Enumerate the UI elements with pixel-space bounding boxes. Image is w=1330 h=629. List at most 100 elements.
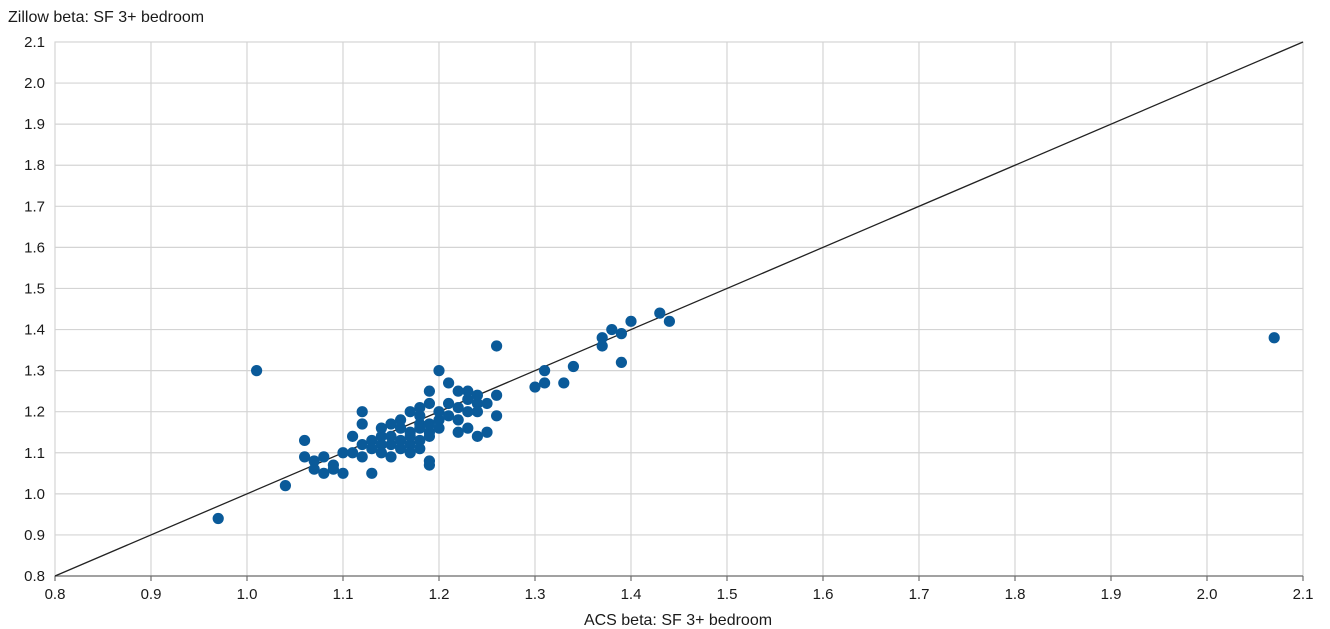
data-point bbox=[491, 389, 503, 401]
data-point bbox=[347, 430, 359, 442]
data-point bbox=[452, 414, 464, 426]
y-axis-title: Zillow beta: SF 3+ bedroom bbox=[8, 9, 204, 26]
data-point bbox=[491, 410, 503, 422]
data-point bbox=[404, 447, 416, 459]
data-point bbox=[318, 451, 330, 463]
data-point bbox=[462, 422, 474, 434]
data-point bbox=[452, 426, 464, 438]
data-point bbox=[558, 377, 570, 389]
data-point bbox=[471, 430, 483, 442]
data-point bbox=[356, 418, 368, 430]
x-tick-label: 1.3 bbox=[525, 586, 546, 603]
data-point bbox=[423, 385, 435, 397]
data-point bbox=[395, 414, 407, 426]
data-point bbox=[347, 447, 359, 459]
x-tick-label: 1.7 bbox=[909, 586, 930, 603]
x-tick-label: 2.0 bbox=[1197, 586, 1218, 603]
data-point bbox=[375, 447, 387, 459]
data-point bbox=[356, 438, 368, 451]
data-point bbox=[414, 410, 426, 422]
y-tick-label: 1.0 bbox=[24, 486, 45, 503]
axes bbox=[54, 575, 1304, 581]
data-point bbox=[443, 377, 455, 389]
data-point bbox=[414, 443, 426, 455]
data-point bbox=[596, 340, 608, 352]
data-point bbox=[433, 422, 445, 434]
x-axis-title: ACS beta: SF 3+ bedroom bbox=[584, 612, 772, 629]
data-point bbox=[462, 393, 474, 405]
data-point bbox=[481, 426, 493, 438]
y-tick-label: 1.6 bbox=[24, 239, 45, 256]
y-tick-label: 2.0 bbox=[24, 75, 45, 92]
data-point bbox=[596, 332, 608, 344]
x-tick-label: 1.8 bbox=[1005, 586, 1026, 603]
data-point bbox=[433, 406, 445, 418]
data-point bbox=[443, 410, 455, 422]
reference-line-group bbox=[54, 41, 1304, 577]
y-tick-label: 1.3 bbox=[24, 363, 45, 380]
data-point bbox=[481, 397, 493, 410]
data-point bbox=[356, 451, 368, 463]
data-point bbox=[308, 455, 320, 467]
data-point bbox=[404, 430, 416, 442]
data-point bbox=[385, 418, 397, 430]
data-point bbox=[625, 315, 637, 327]
data-point bbox=[395, 434, 407, 447]
data-point bbox=[385, 430, 397, 442]
data-point bbox=[471, 406, 483, 418]
data-point bbox=[539, 365, 551, 377]
y-tick-label: 0.9 bbox=[24, 527, 45, 544]
data-point bbox=[337, 467, 349, 479]
data-point bbox=[443, 397, 455, 410]
data-point bbox=[385, 438, 397, 451]
data-point bbox=[414, 434, 426, 447]
data-point bbox=[471, 389, 483, 401]
y-tick-label: 1.4 bbox=[24, 322, 45, 339]
data-point bbox=[356, 406, 368, 418]
data-point bbox=[452, 401, 464, 414]
data-point bbox=[395, 443, 407, 455]
x-tick-labels: 0.8 0.9 1.0 1.1 1.2 1.3 1.4 1.5 1.6 1.7 1.8 1.9 2.0 2… bbox=[45, 586, 1314, 603]
x-tick-label: 1.1 bbox=[333, 586, 354, 603]
x-tick-label: 1.0 bbox=[237, 586, 258, 603]
data-point bbox=[385, 451, 397, 463]
data-point bbox=[606, 323, 618, 336]
x-tick-label: 2.1 bbox=[1293, 586, 1314, 603]
data-point bbox=[299, 451, 311, 463]
y-tick-label: 1.8 bbox=[24, 157, 45, 174]
data-points bbox=[212, 307, 1280, 525]
y-tick-label: 1.9 bbox=[24, 116, 45, 133]
data-point bbox=[654, 307, 666, 319]
data-point bbox=[308, 463, 320, 475]
data-point bbox=[366, 434, 378, 447]
x-tick-label: 1.4 bbox=[621, 586, 642, 603]
y-tick-labels: 0.8 0.9 1.0 1.1 1.2 1.3 1.4 1.5 1.6 1.7 1.8 1.9 2.0 2… bbox=[24, 34, 45, 585]
data-point bbox=[462, 385, 474, 397]
x-tick-label: 0.8 bbox=[45, 586, 66, 603]
data-point bbox=[663, 315, 676, 327]
data-point bbox=[423, 397, 435, 410]
y-tick-label: 0.8 bbox=[24, 568, 45, 585]
data-point bbox=[414, 401, 426, 414]
data-point bbox=[491, 340, 503, 352]
x-tick-label: 1.2 bbox=[429, 586, 450, 603]
y-tick-label: 2.1 bbox=[24, 34, 45, 51]
data-point bbox=[212, 512, 224, 525]
data-point bbox=[433, 414, 445, 426]
y-tick-label: 1.1 bbox=[24, 445, 45, 462]
data-point bbox=[471, 397, 483, 410]
data-point bbox=[337, 447, 349, 459]
data-point bbox=[375, 438, 387, 451]
x-tick-label: 1.6 bbox=[813, 586, 834, 603]
data-point bbox=[375, 422, 387, 434]
data-point bbox=[366, 467, 378, 479]
data-point bbox=[299, 434, 311, 447]
x-tick-label: 1.5 bbox=[717, 586, 738, 603]
data-point bbox=[251, 365, 263, 377]
y-tick-label: 1.5 bbox=[24, 280, 45, 297]
data-point bbox=[433, 365, 445, 377]
y-tick-label: 1.2 bbox=[24, 404, 45, 421]
data-point bbox=[615, 328, 628, 340]
data-point bbox=[404, 406, 416, 418]
